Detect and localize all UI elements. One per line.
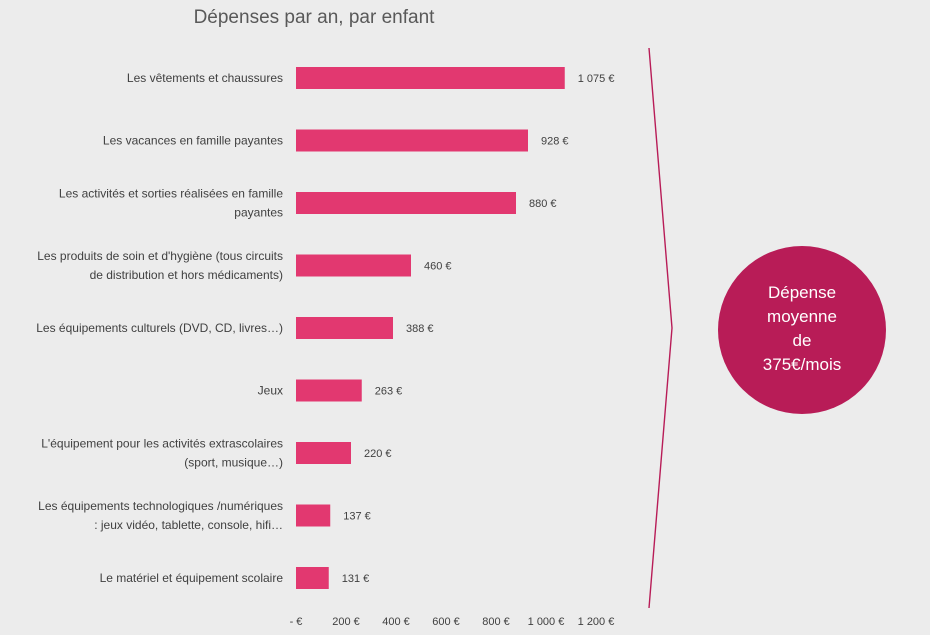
x-tick-label: 200 € bbox=[332, 616, 360, 628]
bar bbox=[296, 504, 331, 527]
category-label: de distribution et hors médicaments) bbox=[90, 268, 283, 282]
bar bbox=[296, 67, 565, 89]
circle-line-1: Dépense bbox=[768, 283, 836, 302]
x-tick-label: 1 200 € bbox=[578, 616, 615, 628]
bars-layer: 1 075 € Les vêtements et chaussures 928 € L… bbox=[36, 67, 614, 589]
bar bbox=[296, 379, 362, 402]
category-label: : jeux vidéo, tablette, console, hifi… bbox=[94, 518, 283, 532]
average-spend-circle bbox=[718, 246, 886, 414]
category-label: payantes bbox=[234, 206, 283, 220]
value-label: 1 075 € bbox=[578, 73, 615, 85]
bracket-arrow-icon bbox=[648, 47, 673, 609]
category-label: Les activités et sorties réalisées en fa… bbox=[59, 187, 283, 201]
circle-line-2: moyenne bbox=[767, 307, 837, 326]
bar bbox=[296, 317, 393, 339]
chart-title: Dépenses par an, par enfant bbox=[194, 7, 436, 28]
bar bbox=[296, 567, 329, 589]
value-label: 388 € bbox=[406, 323, 434, 335]
category-label: Les produits de soin et d'hygiène (tous … bbox=[37, 249, 283, 263]
category-label: Les vacances en famille payantes bbox=[103, 134, 283, 148]
category-label: Jeux bbox=[258, 384, 283, 398]
category-label: (sport, musique…) bbox=[184, 456, 283, 470]
value-label: 928 € bbox=[541, 136, 569, 148]
bar bbox=[296, 129, 528, 152]
circle-line-3: de bbox=[793, 331, 812, 350]
x-tick-label: 800 € bbox=[482, 616, 510, 628]
bar bbox=[296, 254, 411, 277]
category-label: Les équipements technologiques /numériqu… bbox=[38, 499, 283, 513]
value-label: 137 € bbox=[343, 511, 371, 523]
x-tick-label: 1 000 € bbox=[528, 616, 565, 628]
category-label: Les équipements culturels (DVD, CD, livr… bbox=[36, 321, 283, 335]
value-label: 131 € bbox=[342, 573, 370, 585]
circle-line-4: 375€/mois bbox=[763, 355, 841, 374]
bar bbox=[296, 192, 516, 214]
value-label: 460 € bbox=[424, 261, 452, 273]
x-tick-label: 600 € bbox=[432, 616, 460, 628]
value-label: 263 € bbox=[375, 386, 403, 398]
x-axis: - € 200 € 400 € 600 € 800 € 1 000 € 1 200 € bbox=[290, 616, 615, 628]
category-label: Les vêtements et chaussures bbox=[127, 71, 283, 85]
value-label: 220 € bbox=[364, 448, 392, 460]
category-label: Le matériel et équipement scolaire bbox=[100, 571, 284, 585]
x-tick-label: - € bbox=[290, 616, 303, 628]
x-tick-label: 400 € bbox=[382, 616, 410, 628]
bar bbox=[296, 442, 351, 464]
value-label: 880 € bbox=[529, 198, 557, 210]
category-label: L'équipement pour les activités extrasco… bbox=[41, 437, 283, 451]
